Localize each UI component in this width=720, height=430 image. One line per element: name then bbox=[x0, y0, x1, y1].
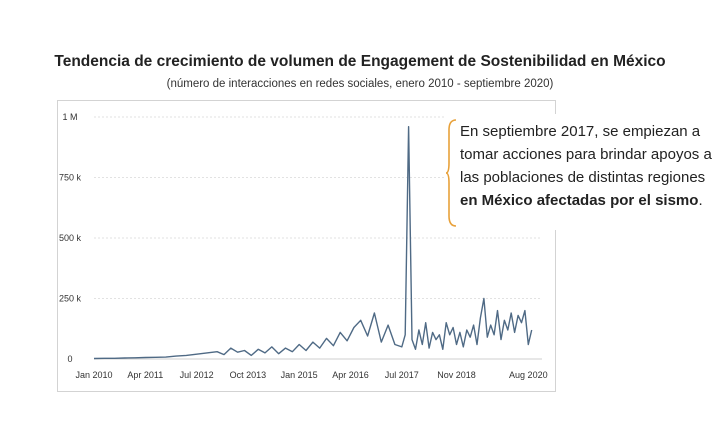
y-tick-label: 250 k bbox=[59, 294, 82, 304]
x-tick-label: Nov 2018 bbox=[437, 370, 476, 380]
y-tick-label: 500 k bbox=[59, 233, 82, 243]
annotation-text-end: . bbox=[698, 192, 703, 209]
annotation-callout: En septiembre 2017, se empiezan a tomar … bbox=[446, 114, 720, 230]
x-tick-label: Jul 2017 bbox=[385, 370, 419, 380]
y-tick-label: 1 M bbox=[62, 112, 77, 122]
annotation-text: En septiembre 2017, se empiezan a tomar … bbox=[460, 120, 718, 212]
x-tick-label: Apr 2016 bbox=[332, 370, 369, 380]
y-axis-ticks: 0 250 k 500 k 750 k 1 M bbox=[59, 112, 82, 364]
chart-subtitle: (número de interacciones en redes social… bbox=[166, 78, 554, 90]
line-chart: 0 250 k 500 k 750 k 1 M Jan 2010 Apr 2011 Jul … bbox=[59, 112, 548, 380]
annotation-text-bold: en México afectadas por el sismo bbox=[460, 192, 699, 209]
x-tick-label: Oct 2013 bbox=[230, 370, 267, 380]
x-tick-label: Apr 2011 bbox=[127, 370, 163, 380]
chart-title: Tendencia de crecimiento de volumen de E… bbox=[54, 53, 666, 70]
y-tick-label: 750 k bbox=[59, 173, 82, 183]
bracket-icon bbox=[446, 119, 457, 227]
series-line bbox=[93, 126, 533, 360]
x-tick-label: Jul 2012 bbox=[180, 370, 214, 380]
annotation-text-part1: En septiembre 2017, se empiezan a tomar … bbox=[460, 123, 712, 186]
x-axis-ticks: Jan 2010 Apr 2011 Jul 2012 Oct 2013 Jan 2015… bbox=[75, 370, 547, 380]
x-tick-label: Jan 2010 bbox=[75, 370, 112, 380]
y-tick-label: 0 bbox=[67, 354, 72, 364]
x-tick-label: Jan 2015 bbox=[281, 370, 318, 380]
x-tick-label: Aug 2020 bbox=[509, 370, 548, 380]
